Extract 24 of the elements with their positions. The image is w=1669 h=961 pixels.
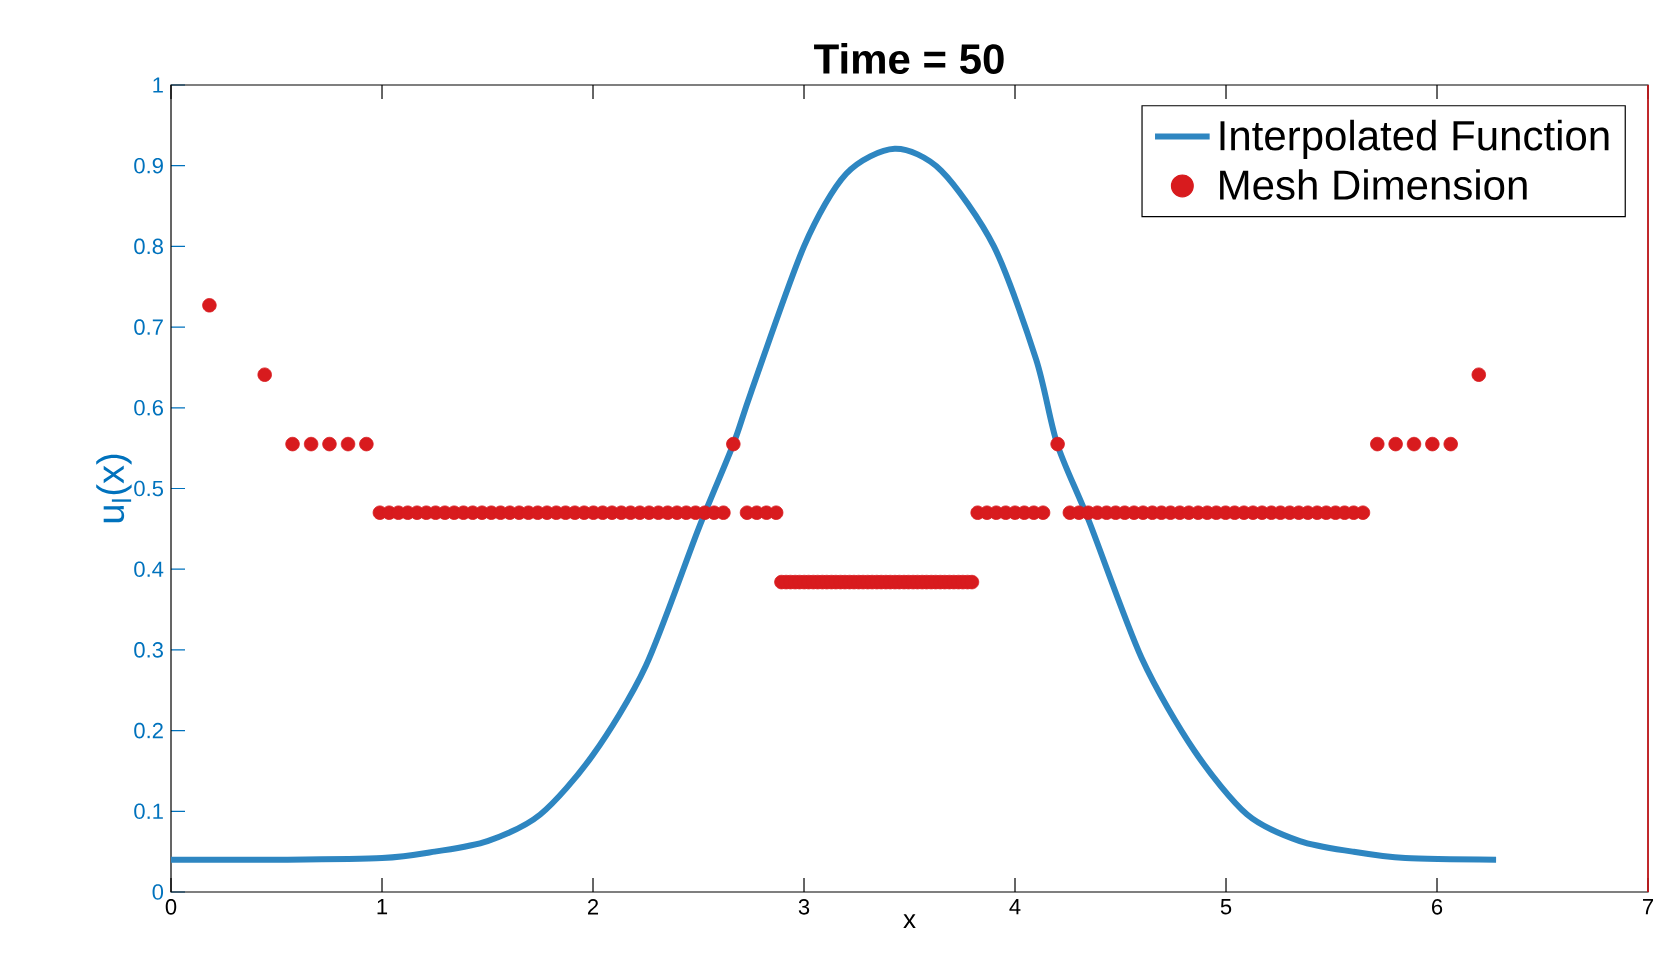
legend-label: Mesh Dimension [1220,169,1527,201]
y-tick-label: 0.9 [134,157,163,174]
y-tick-label: 0.3 [134,642,163,658]
x-axis-title: x [903,914,916,929]
y-tick-label: 0.1 [134,803,163,820]
x-tick-label: 7 [1643,899,1654,915]
x-tick-label: 5 [1220,899,1232,915]
chart-title: Time = 50 [814,43,1004,74]
y-tick-label: 0.5 [134,480,163,497]
y-tick-label: 0.2 [134,722,163,739]
x-tick-label: 0 [165,899,177,915]
y-tick-label: 0.6 [134,400,163,416]
x-tick-label: 1 [377,899,388,915]
y-tick-label: 0.4 [134,561,164,577]
x-tick-label: 2 [587,899,599,915]
legend-label: Interpolated Function [1220,119,1609,159]
x-tick-label: 4 [1009,899,1021,915]
x-tick-label: 6 [1432,899,1443,915]
y-tick-label: 0.7 [134,319,163,335]
y-tick-label: 1 [153,77,163,93]
y-tick-label: 0 [152,884,164,900]
x-tick-label: 3 [798,899,810,915]
y-tick-label: 0.8 [134,238,163,255]
y-axis-title: u$_{l}$(x) [96,454,132,523]
